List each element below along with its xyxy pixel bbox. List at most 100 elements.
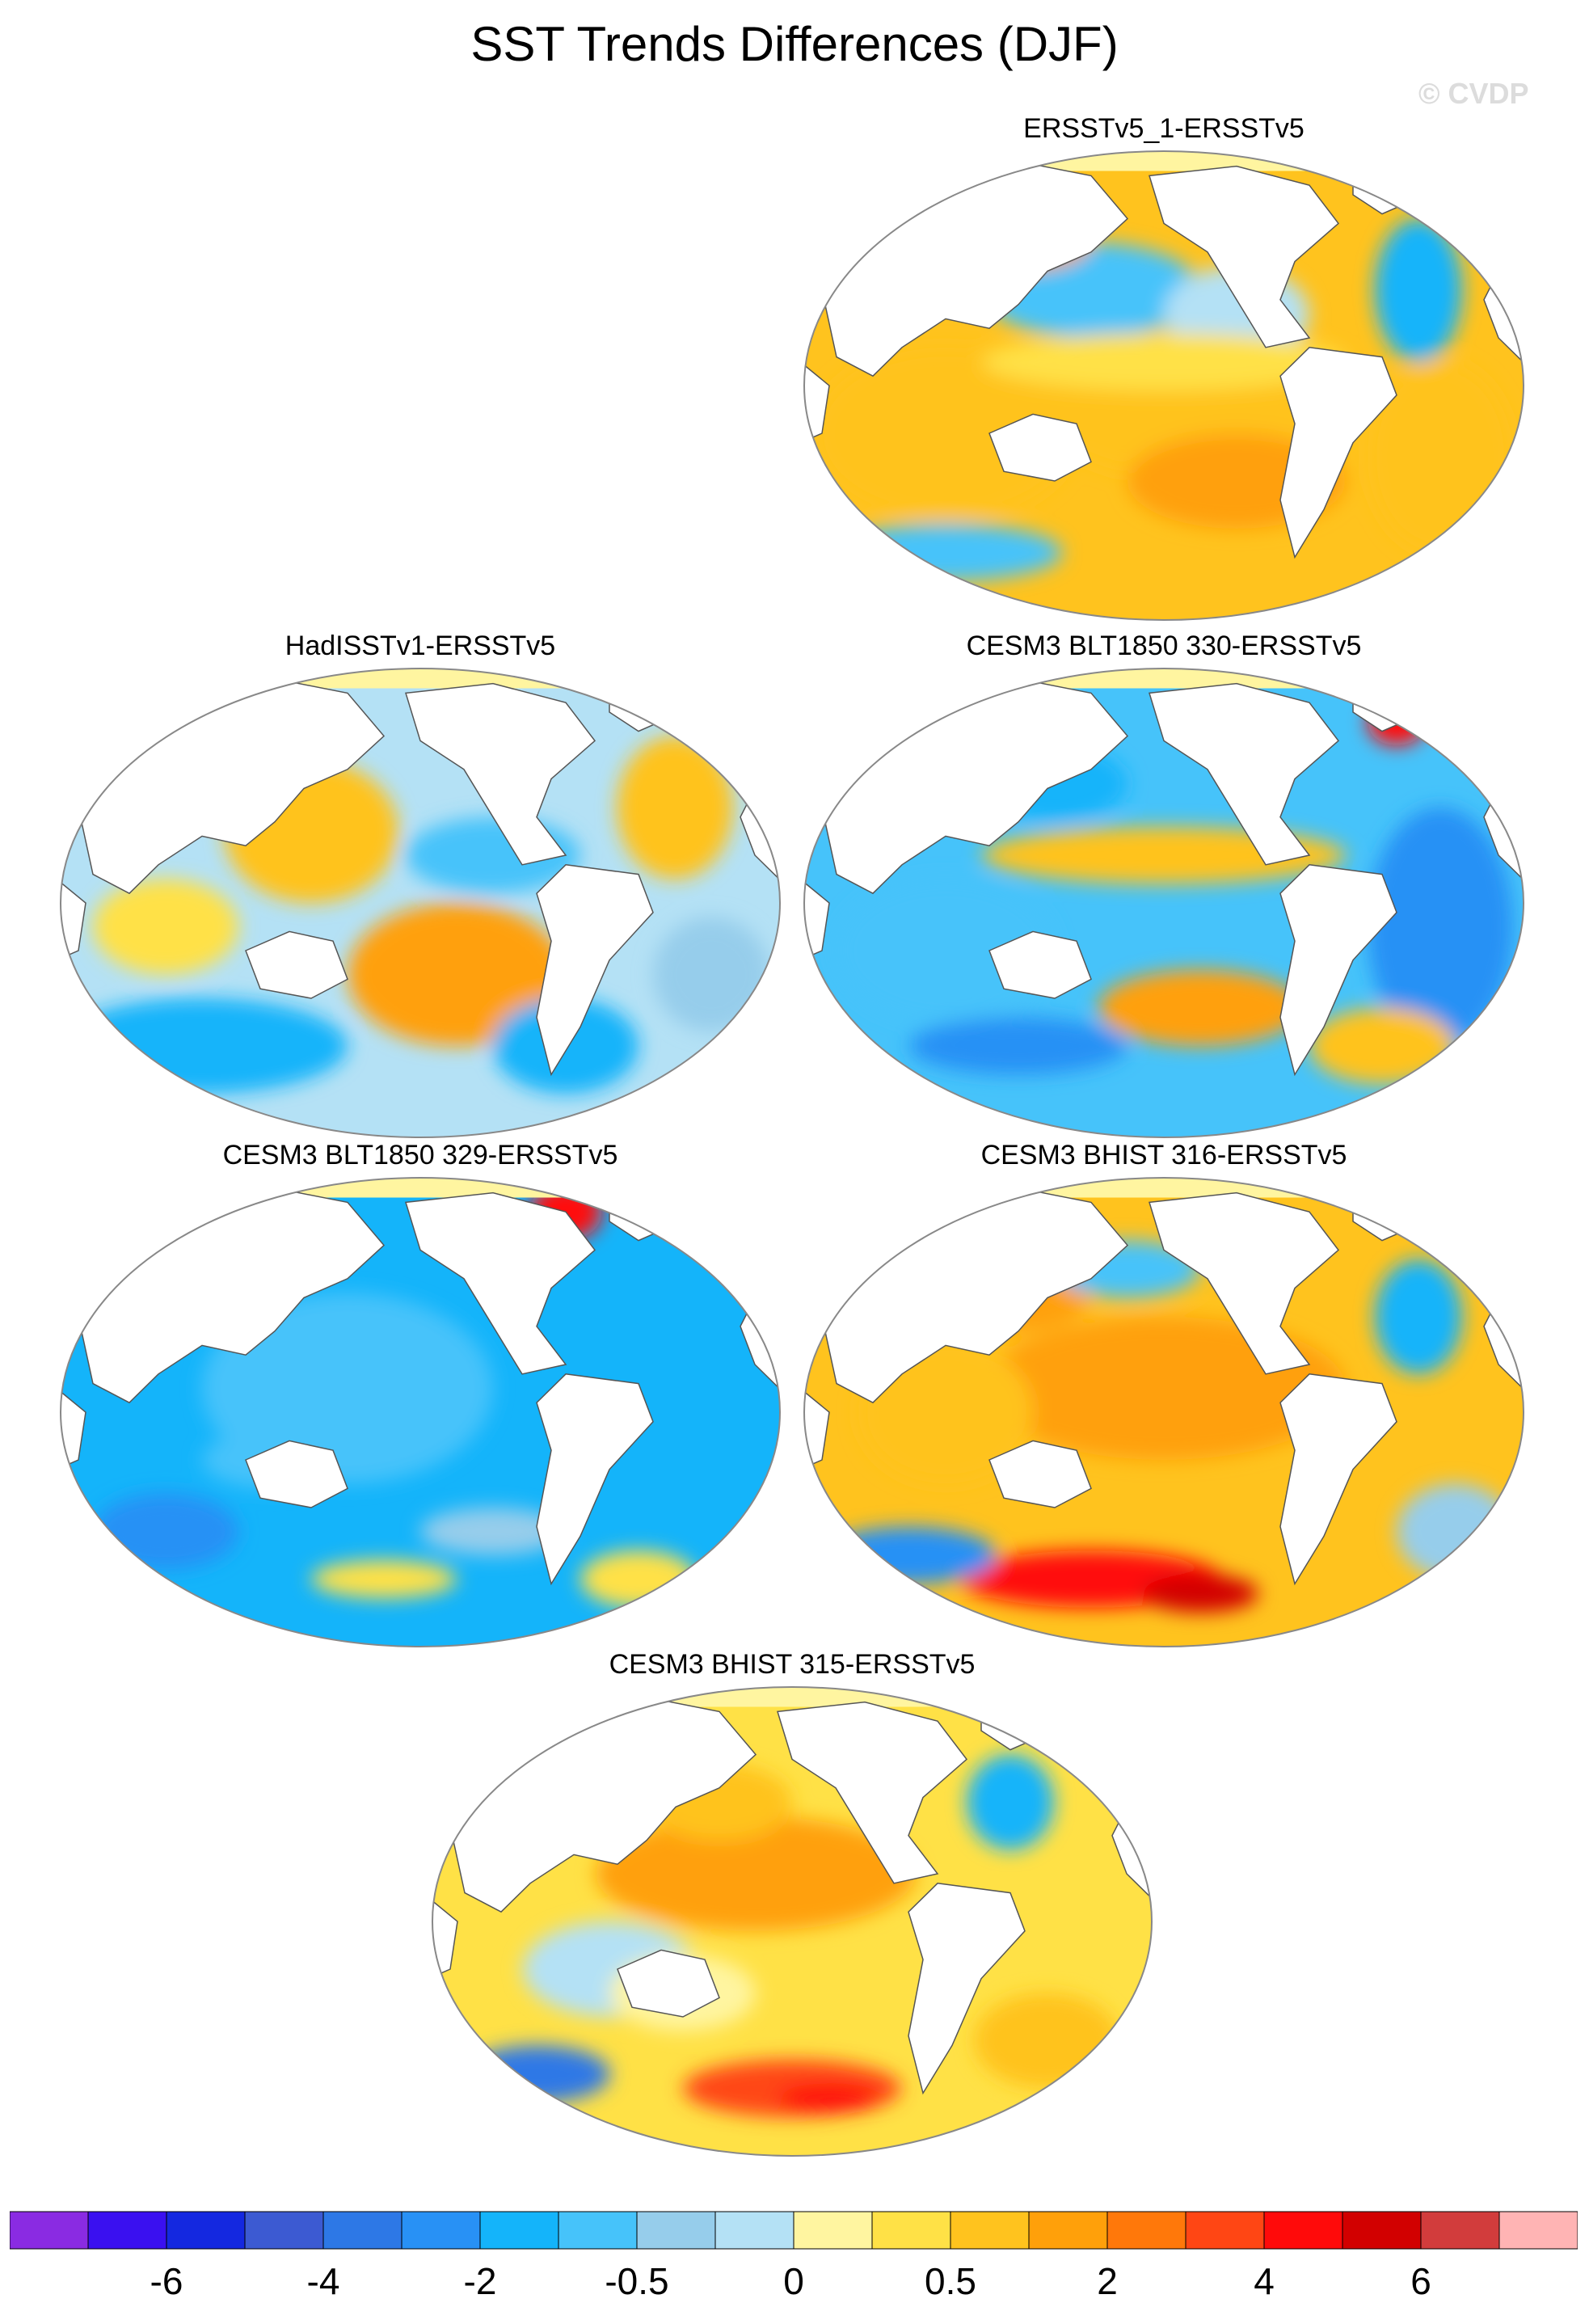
anomaly-region xyxy=(822,1526,997,1584)
colorbar-tick-label: 2 xyxy=(1097,2260,1118,2302)
colorbar-swatch xyxy=(871,2211,951,2250)
anomaly-region xyxy=(982,333,1346,390)
continent xyxy=(908,1883,1026,2095)
anomaly-region xyxy=(967,1754,1054,1850)
anomaly-region xyxy=(1375,1259,1462,1374)
continent xyxy=(988,1440,1092,1508)
panel-title: CESM3 BLT1850 329-ERSSTv5 xyxy=(222,1140,618,1170)
anomaly-region xyxy=(974,1993,1119,2089)
colorbar-swatch xyxy=(87,2211,167,2250)
panel-title: CESM3 BHIST 316-ERSSTv5 xyxy=(980,1140,1347,1170)
map-frame xyxy=(60,1177,781,1647)
continent xyxy=(777,1701,968,1884)
panel-title: CESM3 BHIST 315-ERSSTv5 xyxy=(609,1649,976,1680)
continent xyxy=(988,930,1092,999)
continent xyxy=(536,864,654,1077)
anomaly-region xyxy=(61,998,348,1094)
colorbar xyxy=(10,2211,1578,2250)
colorbar-tick-label: -6 xyxy=(150,2260,183,2302)
map-frame xyxy=(432,1686,1153,2157)
colorbar-swatch xyxy=(166,2211,246,2250)
map-frame xyxy=(803,1177,1524,1647)
colorbar-swatch xyxy=(1498,2211,1578,2250)
continent xyxy=(1149,1192,1340,1375)
colorbar-swatch xyxy=(950,2211,1030,2250)
continent xyxy=(1279,347,1397,559)
anomaly-region xyxy=(1142,1574,1258,1613)
colorbar-tick-label: -2 xyxy=(463,2260,497,2302)
panel-title: HadISSTv1-ERSSTv5 xyxy=(285,631,556,661)
colorbar-tick-label: 6 xyxy=(1410,2260,1431,2302)
map-panel: ERSSTv5_1-ERSSTv5 xyxy=(800,113,1528,622)
continent xyxy=(1279,864,1397,1077)
colorbar-tick-label: -0.5 xyxy=(605,2260,669,2302)
anomaly-region xyxy=(1098,969,1302,1046)
figure-title: SST Trends Differences (DJF) xyxy=(470,17,1119,71)
colorbar-swatch xyxy=(1263,2211,1343,2250)
watermark: © CVDP xyxy=(1418,77,1529,110)
continent xyxy=(405,682,596,866)
colorbar-swatch xyxy=(714,2211,794,2250)
map-frame xyxy=(803,668,1524,1138)
anomaly-region xyxy=(617,736,733,879)
colorbar-swatch xyxy=(401,2211,481,2250)
sst-map xyxy=(803,150,1524,621)
anomaly-region xyxy=(837,879,1055,1023)
colorbar-swatch xyxy=(558,2211,638,2250)
anomaly-region xyxy=(93,1493,238,1570)
anomaly-region xyxy=(1397,1483,1513,1580)
continent xyxy=(1149,165,1340,348)
colorbar-tick-label: 0 xyxy=(783,2260,804,2302)
colorbar-swatch xyxy=(1420,2211,1500,2250)
map-panel: CESM3 BHIST 316-ERSSTv5 xyxy=(800,1140,1528,1649)
anomaly-region xyxy=(815,347,1077,520)
anomaly-region xyxy=(1375,218,1462,362)
colorbar-tick-label: -4 xyxy=(306,2260,340,2302)
continent xyxy=(988,413,1092,482)
colorbar-swatch xyxy=(793,2211,873,2250)
panel-title: CESM3 BLT1850 330-ERSSTv5 xyxy=(966,631,1362,661)
map-frame xyxy=(60,668,781,1138)
continent xyxy=(405,1192,596,1375)
anomaly-region xyxy=(311,1559,457,1599)
colorbar-swatch xyxy=(1028,2211,1108,2250)
colorbar-swatch xyxy=(636,2211,716,2250)
anomaly-region xyxy=(653,917,769,1032)
anomaly-region xyxy=(858,1340,1033,1484)
panel-title: ERSSTv5_1-ERSSTv5 xyxy=(1023,113,1304,144)
anomaly-region xyxy=(93,879,238,975)
anomaly-region xyxy=(1368,808,1513,1046)
colorbar-swatch xyxy=(322,2211,403,2250)
anomaly-region xyxy=(909,1017,1127,1075)
continent xyxy=(245,1440,348,1508)
continent xyxy=(1279,1373,1397,1586)
colorbar-swatch xyxy=(1106,2211,1186,2250)
map-panel: HadISSTv1-ERSSTv5 xyxy=(57,631,784,1140)
continent xyxy=(245,930,348,999)
map-panel: CESM3 BHIST 315-ERSSTv5 xyxy=(428,1649,1156,2158)
colorbar-tick-label: 0.5 xyxy=(925,2260,976,2302)
sst-map xyxy=(803,668,1524,1138)
anomaly-region xyxy=(1309,1007,1455,1085)
anomaly-region xyxy=(778,2083,879,2112)
anomaly-region xyxy=(596,1816,916,1931)
colorbar-swatch xyxy=(10,2211,89,2250)
map-panel: CESM3 BLT1850 329-ERSSTv5 xyxy=(57,1140,784,1649)
continent xyxy=(536,1373,654,1586)
sst-map xyxy=(60,1177,781,1647)
anomaly-region xyxy=(420,1508,566,1555)
colorbar-swatch xyxy=(244,2211,324,2250)
continent xyxy=(617,1949,720,2018)
anomaly-region xyxy=(202,1293,493,1484)
sst-map xyxy=(803,1177,1524,1647)
anomaly-region xyxy=(465,2045,610,2103)
anomaly-region xyxy=(348,903,566,1046)
sst-map xyxy=(60,668,781,1138)
colorbar-swatch xyxy=(1342,2211,1422,2250)
sst-map xyxy=(432,1686,1153,2157)
continent xyxy=(1149,682,1340,866)
colorbar-tick-label: 4 xyxy=(1254,2260,1275,2302)
map-frame xyxy=(803,150,1524,621)
colorbar-swatch xyxy=(479,2211,559,2250)
colorbar-swatch xyxy=(1185,2211,1265,2250)
